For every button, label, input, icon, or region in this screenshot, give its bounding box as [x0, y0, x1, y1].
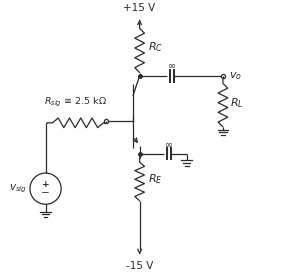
- Text: -15 V: -15 V: [126, 261, 153, 271]
- Text: $R_C$: $R_C$: [148, 40, 163, 54]
- Text: ∞: ∞: [165, 140, 173, 150]
- Text: $v_o$: $v_o$: [229, 70, 242, 82]
- Text: $R_L$: $R_L$: [230, 96, 243, 109]
- Text: $v_{sig}$: $v_{sig}$: [9, 182, 27, 195]
- Text: $R_E$: $R_E$: [148, 172, 163, 186]
- Text: $R_{sig}$ ≅ 2.5 kΩ: $R_{sig}$ ≅ 2.5 kΩ: [44, 96, 106, 109]
- Text: +: +: [42, 180, 49, 189]
- Text: ∞: ∞: [168, 61, 176, 71]
- Text: −: −: [41, 188, 50, 198]
- Text: +15 V: +15 V: [124, 3, 156, 13]
